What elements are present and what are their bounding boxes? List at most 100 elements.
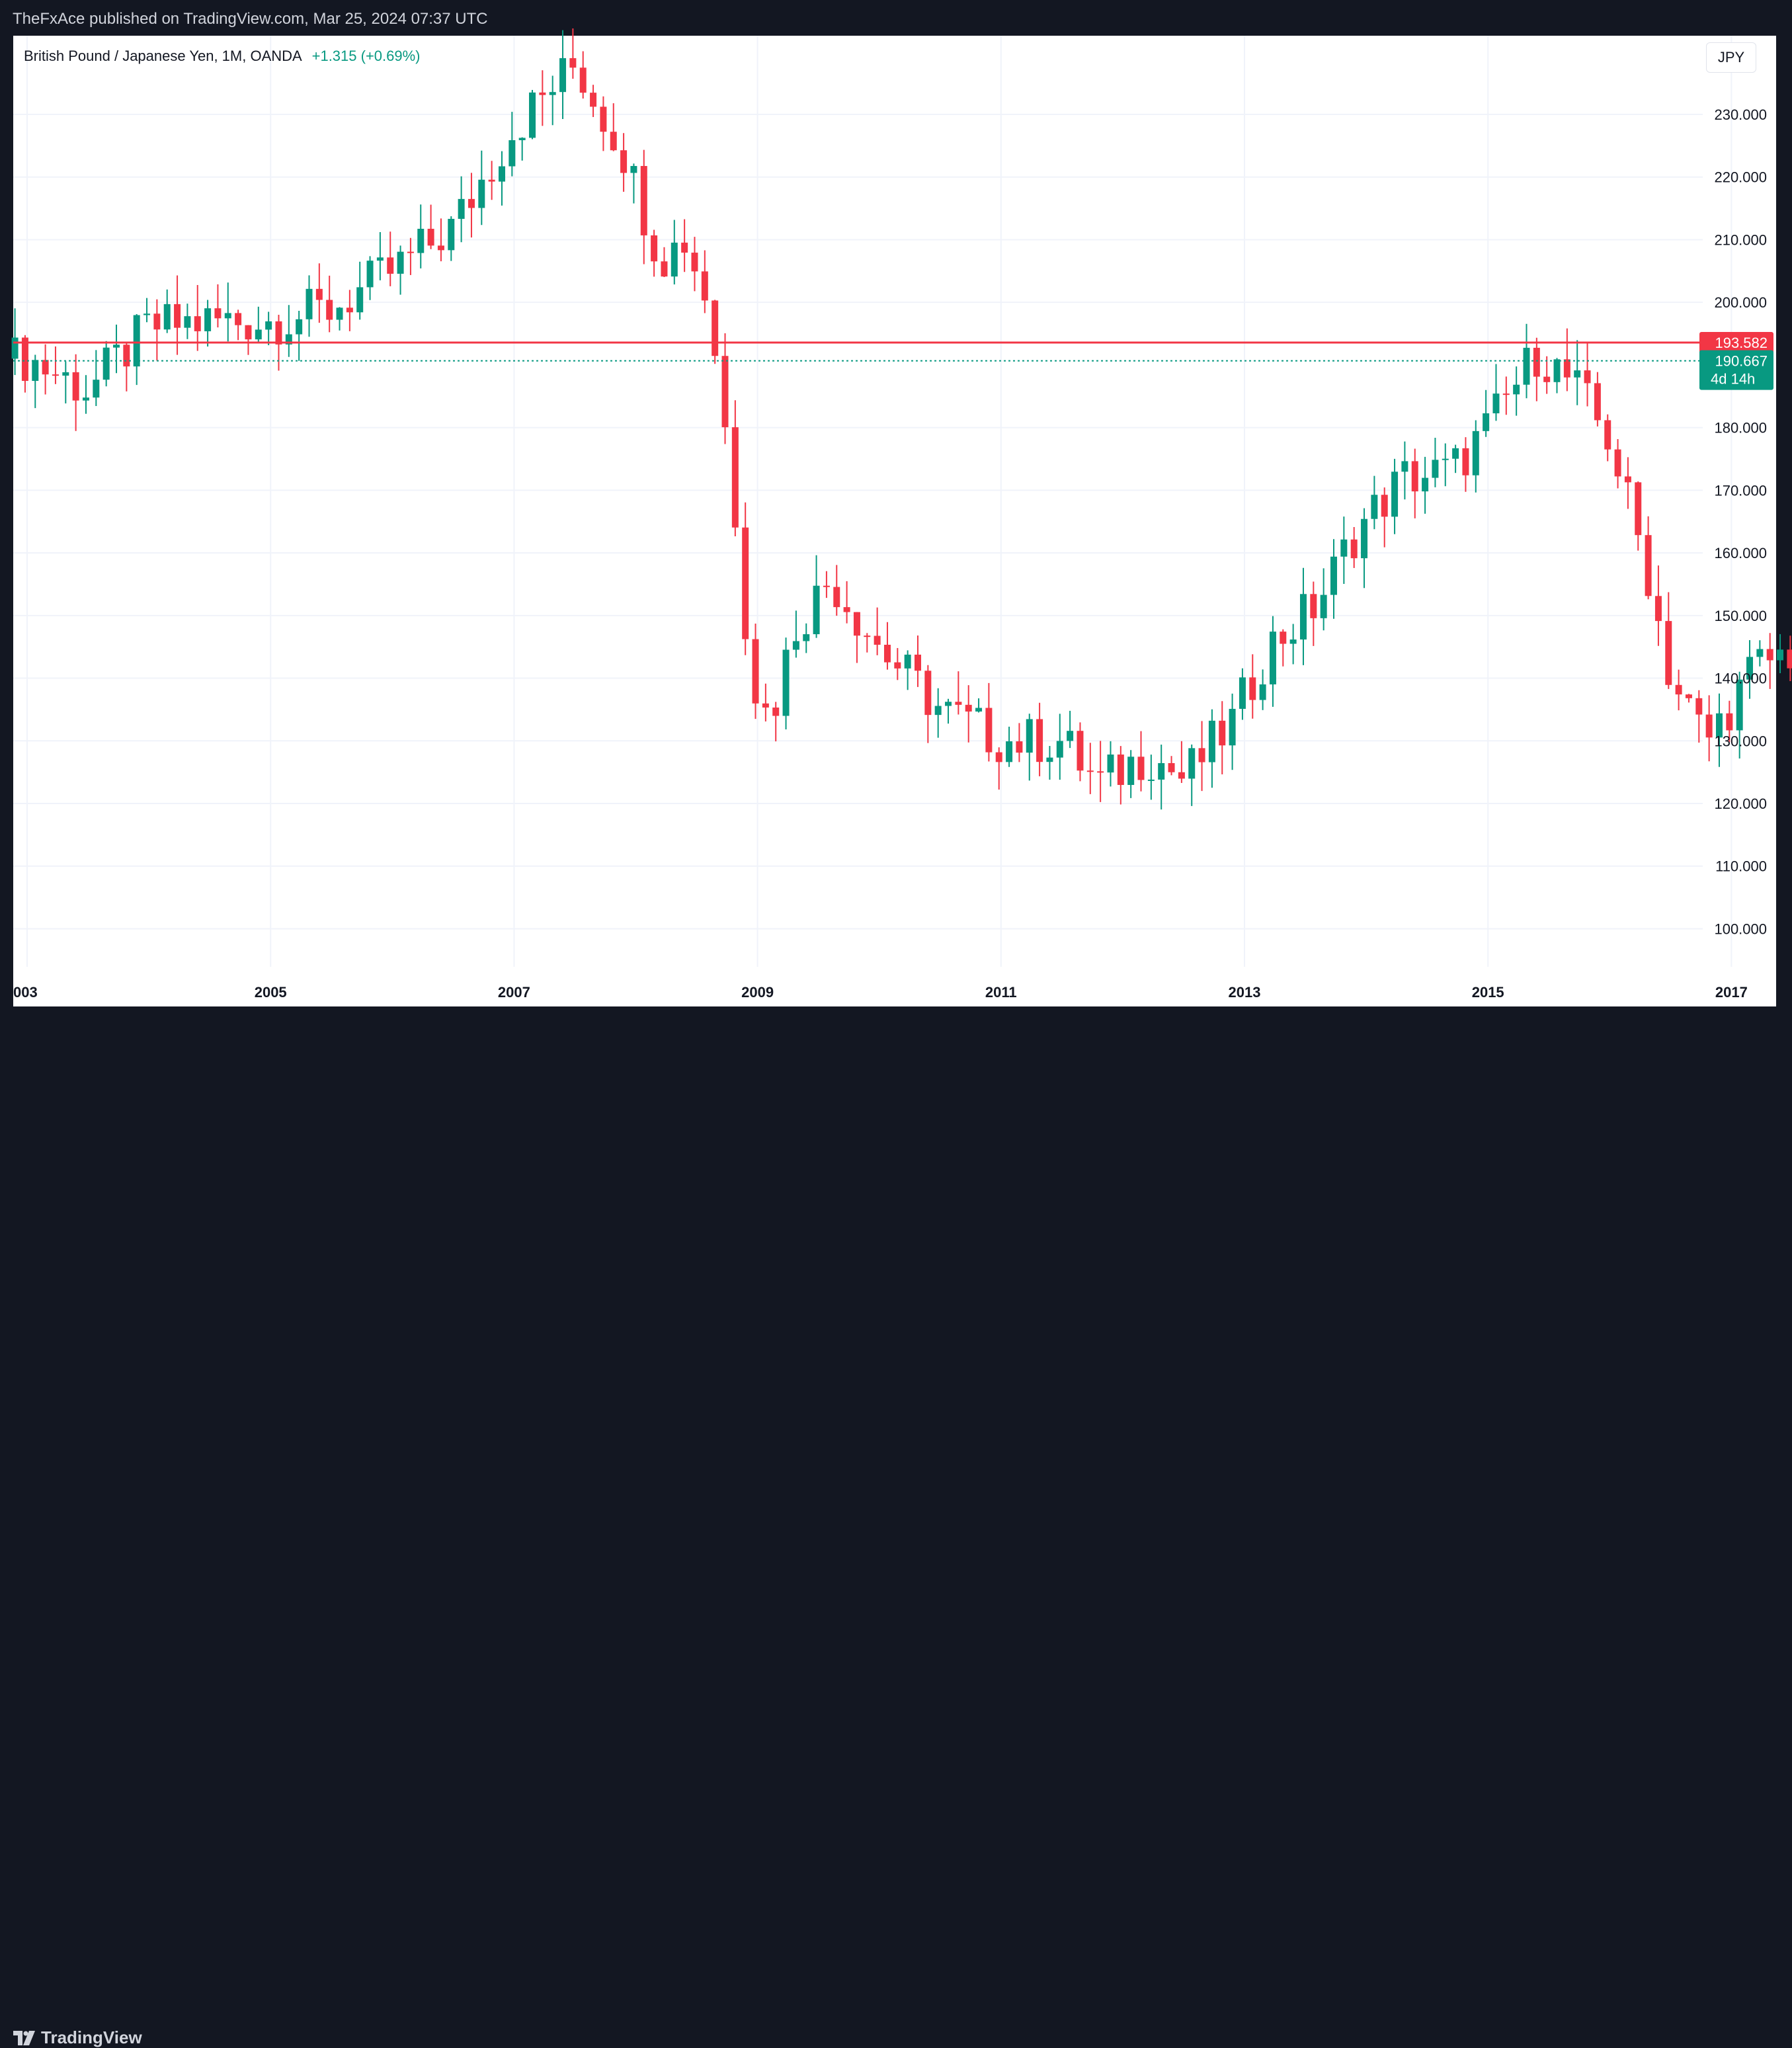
candle-body: [1452, 448, 1459, 459]
candle-body: [113, 345, 120, 348]
price-tick-label: 170.000: [1714, 482, 1767, 499]
candle-body: [245, 325, 252, 340]
price-axis[interactable]: 230.000 220.000 210.000 200.000 180.000 170.0…: [1699, 106, 1773, 937]
candle-body: [975, 708, 983, 712]
candle-body: [275, 321, 282, 345]
candle-body: [153, 313, 161, 330]
candle-body: [11, 337, 19, 359]
candle-body: [803, 634, 810, 641]
symbol-legend[interactable]: British Pound / Japanese Yen, 1M, OANDA …: [24, 48, 421, 65]
candle-body: [123, 345, 130, 367]
candle-body: [1269, 632, 1276, 684]
price-tick-label: 150.000: [1714, 608, 1767, 624]
candle-body: [1665, 621, 1672, 685]
candle-body: [782, 649, 790, 716]
candle-body: [1249, 677, 1256, 700]
candle-body: [731, 427, 739, 528]
time-axis[interactable]: 0032005200720092011201320152017201920212…: [13, 984, 1792, 1001]
candle-body: [762, 703, 769, 708]
candle-body: [448, 218, 455, 251]
candle-body: [995, 752, 1002, 762]
tradingview-logo[interactable]: TradingView: [13, 2028, 142, 2048]
candle-body: [823, 585, 830, 587]
time-tick-label: 2013: [1229, 984, 1261, 1001]
candles: [11, 28, 1792, 810]
time-tick-label: 2011: [985, 984, 1017, 1001]
price-tick-label: 120.000: [1714, 796, 1767, 812]
candle-body: [1077, 731, 1084, 771]
candle-body: [72, 372, 79, 401]
candle-body: [1340, 539, 1348, 557]
price-tick-label: 180.000: [1714, 420, 1767, 436]
candle-body: [1137, 757, 1145, 780]
candle-body: [356, 287, 364, 313]
price-levels: [13, 341, 1703, 362]
candle-body: [1604, 420, 1611, 450]
candle-body: [559, 58, 567, 93]
chart-frame[interactable]: [13, 36, 1776, 1006]
candle-body: [1442, 458, 1449, 460]
candle-body: [630, 166, 637, 173]
candle-body: [1654, 596, 1662, 622]
candle-body: [1168, 762, 1175, 772]
time-tick-label: 2009: [741, 984, 774, 1001]
chart-canvas[interactable]: 230.000 220.000 210.000 200.000 180.000 170.0…: [0, 0, 1792, 1055]
candle-body: [620, 150, 628, 173]
candle-body: [883, 644, 891, 663]
candle-body: [1330, 556, 1338, 595]
candle-body: [1777, 649, 1784, 661]
candle-body: [934, 706, 942, 716]
candle-body: [813, 585, 820, 635]
candle-body: [1208, 720, 1215, 762]
currency-button[interactable]: JPY: [1706, 42, 1756, 73]
candle-body: [1361, 518, 1368, 559]
candle-body: [1756, 649, 1764, 657]
candle-body: [1371, 495, 1378, 519]
candle-body: [752, 639, 759, 704]
candle-body: [985, 708, 993, 753]
candle-body: [285, 334, 292, 345]
bar-countdown-text: 4d 14h: [1711, 371, 1755, 388]
candle-body: [427, 228, 434, 246]
candle-body: [407, 251, 414, 253]
candle-body: [712, 300, 719, 356]
candle-body: [1746, 657, 1754, 680]
candle-body: [1483, 413, 1490, 431]
candle-body: [1259, 684, 1266, 700]
publisher-bar: TheFxAce published on TradingView.com, M…: [0, 0, 1792, 36]
candle-body: [853, 612, 860, 636]
candle-body: [184, 316, 191, 328]
candle-body: [1350, 539, 1358, 559]
candle-body: [701, 271, 708, 301]
candle-body: [346, 307, 353, 313]
candle-body: [255, 329, 262, 340]
candle-body: [681, 242, 688, 253]
candle-body: [965, 704, 972, 712]
candle-body: [1736, 679, 1743, 731]
candle-body: [1239, 677, 1246, 709]
candle-body: [265, 321, 272, 330]
candle-body: [1462, 448, 1469, 475]
candle-body: [1097, 771, 1104, 773]
time-tick-label: 2005: [255, 984, 287, 1001]
candle-body: [387, 257, 394, 274]
candle-body: [1594, 383, 1601, 421]
candle-body: [214, 308, 222, 319]
price-tick-label: 100.000: [1714, 921, 1767, 937]
candle-body: [1026, 719, 1033, 753]
candle-body: [1299, 594, 1307, 640]
candle-body: [1705, 714, 1713, 738]
candle-body: [1645, 535, 1652, 596]
candle-body: [569, 58, 577, 68]
candle-body: [1685, 694, 1692, 698]
symbol-title: British Pound / Japanese Yen, 1M, OANDA: [24, 48, 302, 64]
time-tick-label: 2015: [1472, 984, 1504, 1001]
candle-body: [21, 337, 28, 381]
candle-body: [1563, 359, 1570, 378]
candle-body: [163, 304, 171, 330]
price-tick-label: 230.000: [1714, 106, 1767, 123]
candle-body: [1553, 359, 1561, 382]
candle-body: [1158, 762, 1165, 780]
candle-body: [874, 635, 881, 645]
candle-body: [224, 313, 231, 319]
